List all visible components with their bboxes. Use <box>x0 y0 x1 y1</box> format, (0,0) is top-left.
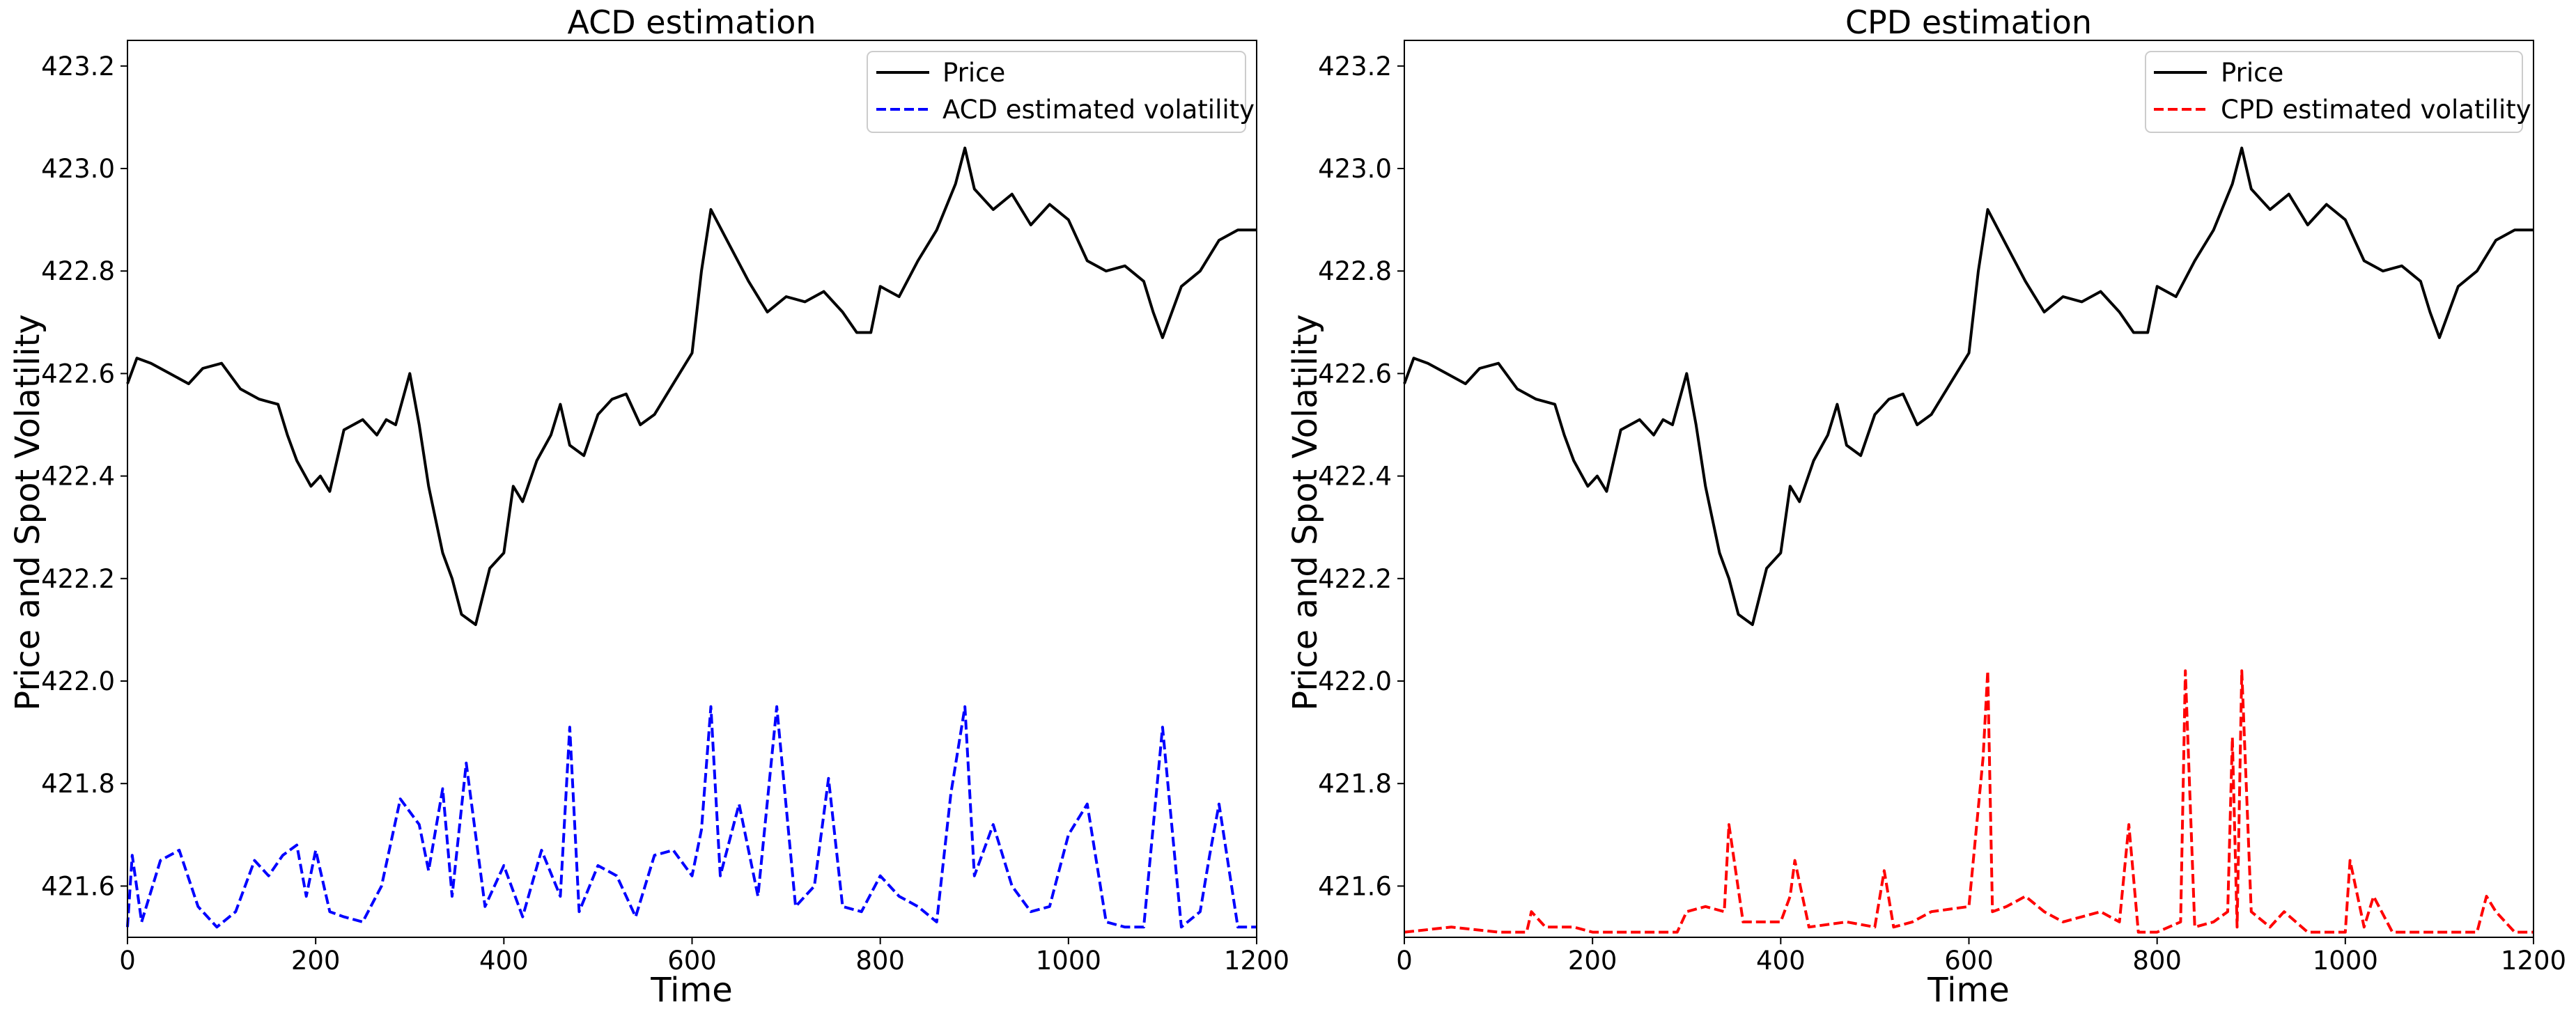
x-tick-label: 200 <box>1568 946 1617 976</box>
y-tick-label: 422.0 <box>41 666 115 696</box>
x-axis-label: Time <box>650 971 732 1010</box>
legend-price-label: Price <box>942 58 1005 88</box>
x-tick-label: 400 <box>479 946 529 976</box>
y-tick-label: 422.6 <box>41 359 115 389</box>
legend-box <box>867 51 1246 133</box>
y-tick-label: 421.6 <box>41 871 115 901</box>
x-tick-label: 600 <box>667 946 717 976</box>
price-series-line <box>126 146 1257 626</box>
chart-title: ACD estimation <box>567 3 816 41</box>
legend-box <box>2145 51 2523 133</box>
x-tick-label: 800 <box>855 946 905 976</box>
y-tick-label: 421.8 <box>1318 769 1392 799</box>
y-tick-label: 423.2 <box>41 52 115 81</box>
y-axis-label: Price and Spot Volatility <box>1286 314 1325 711</box>
plot-frame <box>1404 40 2534 938</box>
x-tick-label: 600 <box>1944 946 1994 976</box>
cpd-panel: CPD estimation Time Price and Spot Volat… <box>1286 3 2566 1010</box>
legend-acd-label: ACD estimated volatility <box>942 95 1255 125</box>
x-tick-label: 400 <box>1756 946 1806 976</box>
legend: Price CPD estimated volatility <box>2145 51 2531 133</box>
x-tick-label: 1200 <box>1224 946 1289 976</box>
volatility-series-line <box>1404 669 2534 934</box>
y-tick-label: 421.6 <box>1318 871 1392 901</box>
chart-title: CPD estimation <box>1845 3 2092 41</box>
y-tick-label: 422.0 <box>1318 666 1392 696</box>
y-tick-label: 422.2 <box>41 564 115 594</box>
price-series-line <box>1403 146 2534 626</box>
y-tick-label: 422.4 <box>1318 462 1392 492</box>
y-tick-label: 422.8 <box>41 256 115 286</box>
volatility-series-line <box>126 705 1257 929</box>
series-layer <box>126 146 1257 929</box>
legend: Price ACD estimated volatility <box>867 51 1255 133</box>
y-axis-label: Price and Spot Volatility <box>8 314 47 711</box>
x-tick-label: 200 <box>291 946 341 976</box>
x-tick-label: 0 <box>119 946 136 976</box>
tick-layer: 0 200 400 600 800 1000 1200 421.6 421.8 422.0 422.… <box>1318 52 2566 976</box>
y-tick-label: 423.0 <box>1318 154 1392 184</box>
y-tick-label: 423.0 <box>41 154 115 184</box>
acd-panel: ACD estimation Time Price and Spot Volat… <box>8 3 1289 1010</box>
series-layer <box>1403 146 2534 934</box>
x-tick-label: 1000 <box>1036 946 1101 976</box>
y-tick-label: 422.4 <box>41 462 115 492</box>
x-tick-label: 1000 <box>2313 946 2378 976</box>
y-tick-label: 422.8 <box>1318 256 1392 286</box>
x-tick-label: 1200 <box>2501 946 2566 976</box>
x-tick-label: 0 <box>1396 946 1413 976</box>
y-tick-label: 422.2 <box>1318 564 1392 594</box>
legend-price-label: Price <box>2221 58 2283 88</box>
y-tick-label: 422.6 <box>1318 359 1392 389</box>
x-tick-label: 800 <box>2132 946 2182 976</box>
y-tick-label: 423.2 <box>1318 52 1392 81</box>
legend-cpd-label: CPD estimated volatility <box>2221 95 2531 125</box>
x-axis-label: Time <box>1927 971 2009 1010</box>
plot-frame <box>127 40 1257 938</box>
tick-layer: 0 200 400 600 800 1000 1200 421.6 421.8 422.0 422.… <box>41 52 1289 976</box>
y-tick-label: 421.8 <box>41 769 115 799</box>
